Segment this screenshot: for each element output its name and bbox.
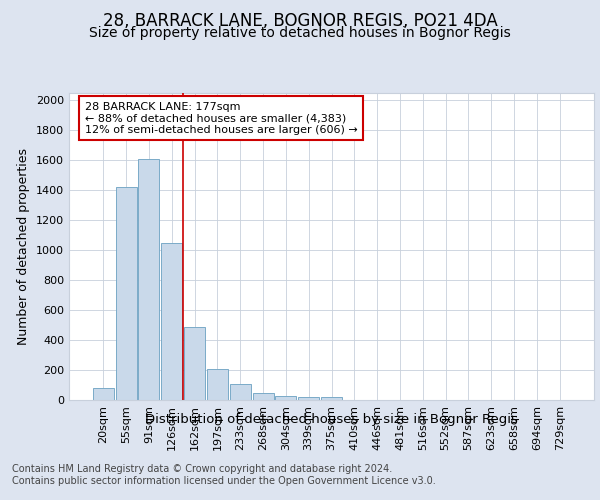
Bar (321, 397, 342, 400)
Bar (230, 384, 251, 400)
Bar (184, 326, 205, 400)
Text: Distribution of detached houses by size in Bognor Regis: Distribution of detached houses by size … (145, 412, 518, 426)
Bar (207, 369, 228, 400)
Bar (139, 158, 160, 400)
Bar (93, 388, 114, 400)
Bar (275, 396, 296, 400)
Text: 28 BARRACK LANE: 177sqm
← 88% of detached houses are smaller (4,383)
12% of semi: 28 BARRACK LANE: 177sqm ← 88% of detache… (85, 102, 358, 135)
Text: Contains HM Land Registry data © Crown copyright and database right 2024.: Contains HM Land Registry data © Crown c… (12, 464, 392, 474)
Text: Size of property relative to detached houses in Bognor Regis: Size of property relative to detached ho… (89, 26, 511, 40)
Text: Contains public sector information licensed under the Open Government Licence v3: Contains public sector information licen… (12, 476, 436, 486)
Bar (253, 393, 274, 400)
Bar (116, 187, 137, 400)
Text: 28, BARRACK LANE, BOGNOR REGIS, PO21 4DA: 28, BARRACK LANE, BOGNOR REGIS, PO21 4DA (103, 12, 497, 30)
Bar (298, 397, 319, 400)
Y-axis label: Number of detached properties: Number of detached properties (17, 148, 31, 345)
Bar (161, 242, 182, 400)
